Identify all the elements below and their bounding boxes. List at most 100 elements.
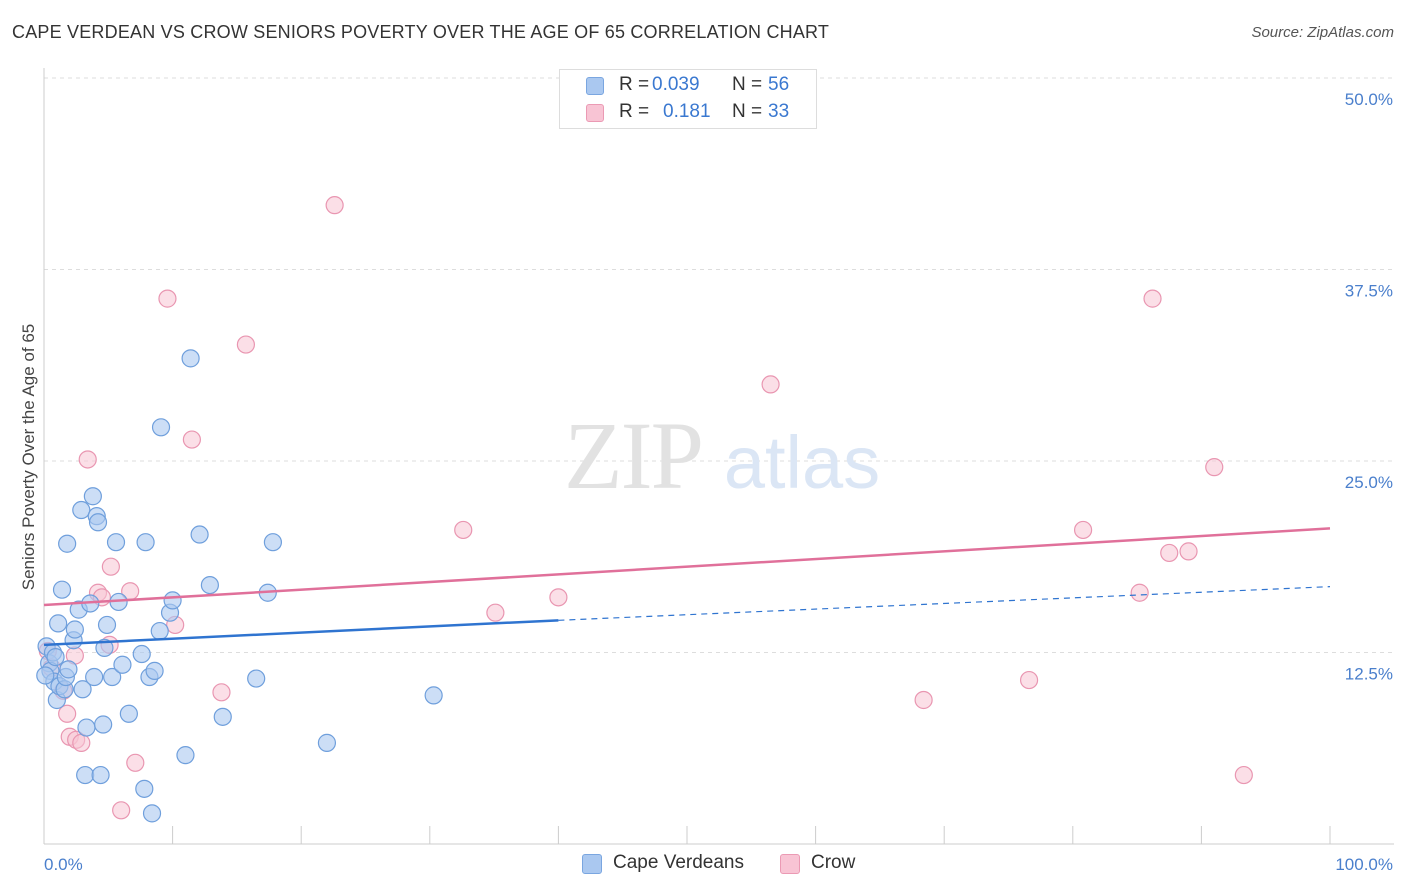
watermark: ZIP atlas bbox=[564, 402, 880, 509]
crow-point-18 bbox=[182, 430, 201, 449]
crow-point-20 bbox=[236, 335, 256, 354]
cape-verdean-points bbox=[36, 349, 443, 823]
cape-verdean-point-46 bbox=[181, 349, 200, 368]
cape-verdean-point-37 bbox=[136, 533, 155, 552]
cape-verdean-point-49 bbox=[213, 707, 232, 726]
crow-point-34 bbox=[1160, 543, 1179, 563]
cape-verdean-point-20 bbox=[77, 718, 96, 737]
x-tick-label-min: 0.0% bbox=[44, 855, 83, 874]
legend-n-value: 56 bbox=[768, 74, 790, 95]
crow-point-21 bbox=[325, 196, 344, 215]
cape-verdean-point-5 bbox=[46, 647, 65, 667]
crow-point-19 bbox=[212, 683, 231, 702]
cape-verdean-point-26 bbox=[91, 765, 110, 785]
cape-verdean-point-54 bbox=[424, 686, 443, 705]
crow-point-31 bbox=[1179, 542, 1198, 561]
cape-verdean-point-34 bbox=[119, 704, 138, 723]
crow-point-30 bbox=[1143, 289, 1162, 308]
cape-verdean-point-30 bbox=[103, 667, 122, 687]
cape-verdean-point-29 bbox=[97, 615, 117, 635]
cape-verdean-trend-line bbox=[43, 619, 559, 647]
x-tick-label-max: 100.0% bbox=[1335, 855, 1393, 874]
tick-layer: 12.5% 25.0% 37.5% 50.0% 0.0% 100.0% bbox=[44, 90, 1393, 874]
legend-n-label: N = bbox=[732, 74, 763, 95]
chart-title: CAPE VERDEAN VS CROW SENIORS POVERTY OVE… bbox=[12, 22, 830, 42]
grid-layer bbox=[44, 77, 1394, 653]
cape-verdean-point-9 bbox=[52, 580, 72, 599]
cape-verdean-trend-extension bbox=[558, 586, 1331, 621]
cape-verdean-point-23 bbox=[85, 667, 104, 687]
crow-point-22 bbox=[454, 520, 473, 540]
crow-point-24 bbox=[549, 588, 568, 607]
cape-verdean-point-40 bbox=[145, 661, 164, 680]
bottom-legend-swatch-crow bbox=[780, 854, 800, 874]
cape-verdean-point-48 bbox=[200, 575, 219, 595]
cape-verdean-point-12 bbox=[58, 534, 77, 553]
crow-point-33 bbox=[1234, 765, 1253, 785]
crow-point-25 bbox=[761, 375, 780, 394]
cape-verdean-point-7 bbox=[49, 614, 68, 633]
crow-point-11 bbox=[101, 557, 120, 576]
y-tick-label-2: 37.5% bbox=[1345, 282, 1393, 301]
legend-r-label: R = bbox=[619, 74, 650, 95]
crow-trend-line bbox=[43, 527, 1331, 607]
cape-verdean-point-41 bbox=[150, 621, 169, 641]
cape-verdean-point-50 bbox=[247, 669, 266, 688]
chart-source: Source: ZipAtlas.com bbox=[1251, 24, 1394, 41]
watermark-zip: ZIP bbox=[564, 402, 702, 509]
cape-verdean-point-45 bbox=[176, 746, 195, 765]
y-tick-label-0: 12.5% bbox=[1345, 665, 1393, 684]
crow-point-32 bbox=[1205, 458, 1224, 477]
cape-verdean-point-25 bbox=[88, 513, 108, 532]
crow-point-13 bbox=[112, 801, 131, 820]
crow-point-29 bbox=[1130, 583, 1149, 602]
trend-layer bbox=[43, 527, 1331, 647]
crow-point-16 bbox=[158, 289, 177, 308]
legend-r-label: R = bbox=[619, 101, 650, 122]
cape-verdean-point-42 bbox=[151, 418, 171, 437]
cape-verdean-point-19 bbox=[76, 765, 95, 785]
bottom-legend-swatch-cape-verdeans bbox=[582, 854, 602, 874]
axis-layer bbox=[43, 68, 1394, 845]
cape-verdean-point-52 bbox=[263, 533, 283, 552]
crow-point-23 bbox=[486, 603, 505, 622]
cape-verdean-point-31 bbox=[106, 533, 126, 552]
crow-point-15 bbox=[126, 753, 145, 772]
legend-swatch-cape-verdeans bbox=[586, 77, 604, 95]
cape-verdean-point-33 bbox=[113, 655, 132, 674]
legend-r-value: 0.039 bbox=[652, 74, 700, 95]
cape-verdean-point-22 bbox=[83, 487, 102, 506]
cape-verdean-point-35 bbox=[132, 644, 151, 664]
watermark-atlas: atlas bbox=[724, 421, 880, 504]
cape-verdean-point-47 bbox=[190, 525, 209, 544]
bottom-legend-label-crow: Crow bbox=[811, 852, 856, 873]
crow-point-26 bbox=[914, 690, 933, 710]
crow-point-8 bbox=[78, 450, 97, 469]
legend-swatch-crow bbox=[586, 104, 604, 122]
crow-point-27 bbox=[1019, 670, 1039, 690]
cape-verdean-point-15 bbox=[65, 620, 84, 639]
cape-verdean-point-44 bbox=[163, 591, 182, 610]
legend-box: R = 0.039 N = 56 R = 0.181 N = 33 bbox=[559, 69, 817, 129]
legend-r-value: 0.181 bbox=[663, 101, 711, 122]
cape-verdean-point-39 bbox=[142, 804, 162, 823]
bottom-legend-label-cape-verdeans: Cape Verdeans bbox=[613, 852, 744, 873]
crow-point-3 bbox=[58, 704, 77, 723]
crow-point-7 bbox=[72, 733, 91, 752]
cape-verdean-point-27 bbox=[94, 715, 113, 734]
cape-verdean-point-53 bbox=[317, 733, 337, 752]
cape-verdean-point-28 bbox=[95, 638, 114, 658]
crow-point-28 bbox=[1073, 520, 1093, 540]
legend-n-value: 33 bbox=[768, 101, 790, 122]
cape-verdean-point-13 bbox=[59, 660, 78, 679]
y-axis-label: Seniors Poverty Over the Age of 65 bbox=[19, 324, 38, 590]
y-tick-label-1: 25.0% bbox=[1345, 473, 1393, 492]
legend-n-label: N = bbox=[732, 101, 763, 122]
cape-verdean-point-55 bbox=[36, 666, 55, 685]
cape-verdean-point-17 bbox=[72, 500, 91, 520]
y-tick-label-3: 50.0% bbox=[1345, 90, 1393, 109]
cape-verdean-point-36 bbox=[135, 779, 154, 798]
cape-verdean-point-18 bbox=[73, 680, 92, 699]
